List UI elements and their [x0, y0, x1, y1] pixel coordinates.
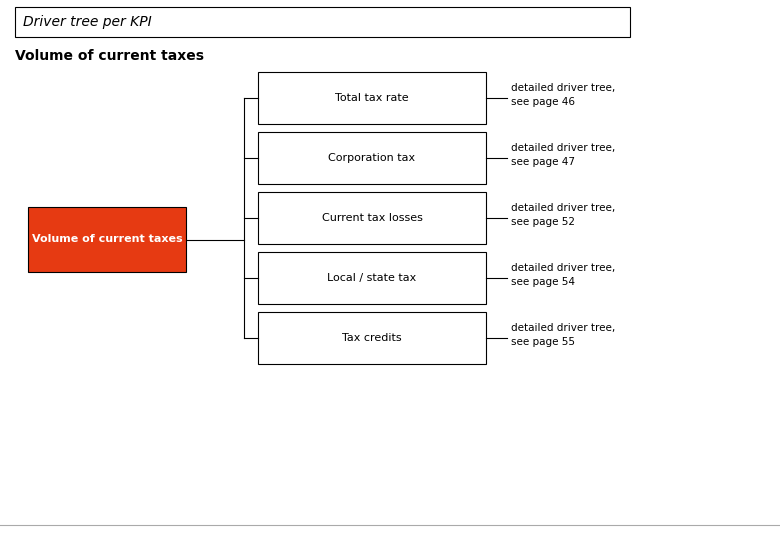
FancyBboxPatch shape [258, 192, 486, 244]
Text: detailed driver tree,
see page 52: detailed driver tree, see page 52 [511, 203, 615, 227]
Text: detailed driver tree,
see page 47: detailed driver tree, see page 47 [511, 143, 615, 167]
Text: Current tax losses: Current tax losses [321, 213, 423, 223]
Text: Corporation tax: Corporation tax [328, 153, 416, 163]
FancyBboxPatch shape [258, 72, 486, 124]
Text: Total tax rate: Total tax rate [335, 93, 409, 103]
FancyBboxPatch shape [258, 252, 486, 304]
FancyBboxPatch shape [258, 312, 486, 364]
Text: Volume of current taxes: Volume of current taxes [15, 49, 204, 63]
Text: Tax credits: Tax credits [342, 333, 402, 343]
Text: detailed driver tree,
see page 46: detailed driver tree, see page 46 [511, 83, 615, 107]
Text: Local / state tax: Local / state tax [328, 273, 417, 283]
FancyBboxPatch shape [28, 207, 186, 272]
FancyBboxPatch shape [15, 7, 630, 37]
Text: detailed driver tree,
see page 55: detailed driver tree, see page 55 [511, 323, 615, 347]
Text: Driver tree per KPI: Driver tree per KPI [23, 15, 152, 29]
FancyBboxPatch shape [258, 132, 486, 184]
Text: Volume of current taxes: Volume of current taxes [32, 234, 183, 245]
Text: detailed driver tree,
see page 54: detailed driver tree, see page 54 [511, 263, 615, 287]
